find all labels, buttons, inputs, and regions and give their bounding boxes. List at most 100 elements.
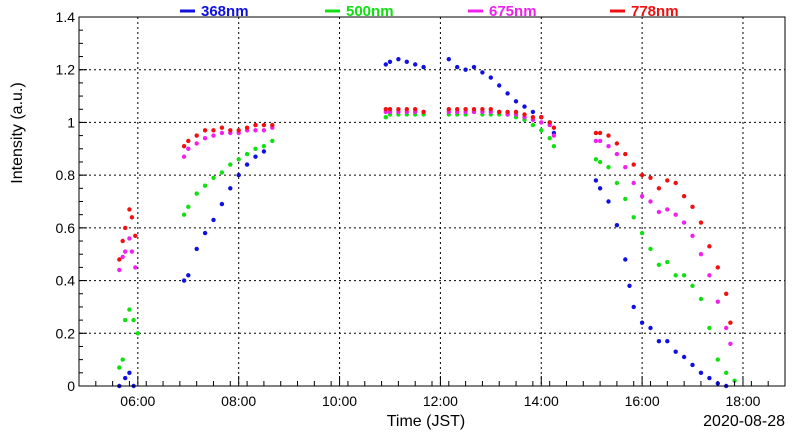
data-point [127,207,132,212]
data-point [665,339,670,344]
data-point [186,138,191,144]
data-point [631,215,636,220]
data-point [194,141,199,146]
data-point [673,212,678,217]
data-point [480,107,485,112]
data-point [623,165,628,170]
data-point [715,357,720,362]
data-point [131,317,136,323]
data-point [639,194,645,199]
data-point [123,317,128,323]
data-point [253,154,258,159]
data-point [244,162,250,167]
data-point [681,220,687,225]
data-point [471,64,477,70]
data-point [236,172,241,178]
data-point [117,257,122,262]
data-point [228,128,233,133]
data-point [673,180,678,186]
data-point [446,107,451,112]
data-point [129,249,135,254]
data-point [665,178,670,183]
data-point [413,62,418,67]
data-point [551,133,557,138]
x-tick-label: 10:00 [322,393,357,409]
data-point [513,109,519,115]
data-point [597,130,603,136]
data-point [446,57,451,62]
data-point [648,325,653,331]
data-point [681,273,687,278]
data-point [123,225,128,231]
data-point [253,122,258,128]
data-point [505,91,510,96]
x-tick-label: 12:00 [423,393,458,409]
data-points [117,57,737,389]
data-point [522,104,527,109]
data-point [181,212,187,217]
data-point [135,331,140,336]
data-point [421,64,426,70]
series-368nm [117,57,729,389]
data-point [707,244,712,249]
data-point [724,370,729,375]
data-point [181,154,187,159]
data-point [627,283,632,288]
data-point [186,273,191,278]
plot-frame [78,16,786,387]
data-point [673,273,678,278]
data-point [133,233,138,238]
data-point [593,178,599,183]
data-point [505,109,510,115]
data-point [219,125,225,130]
data-point [530,109,536,115]
legend: 368nm 500nm 675nm 778nm [180,3,679,20]
data-point [690,362,695,368]
data-point [707,325,712,331]
data-point [244,125,250,130]
data-point [639,230,645,236]
data-point [547,136,552,141]
data-point [396,57,401,62]
data-point [497,83,502,88]
data-point [261,149,267,154]
data-point [219,170,225,175]
data-point [123,375,128,381]
data-point [547,120,552,125]
data-point [383,62,388,67]
data-point [656,209,662,215]
data-point [614,151,620,157]
data-point [732,378,737,383]
data-point [127,370,132,375]
data-point [597,186,603,191]
data-point [488,107,493,112]
data-point [202,128,208,133]
data-point [383,107,388,112]
x-tick-label: 16:00 [625,393,660,409]
data-point [593,130,599,136]
data-point [387,107,393,112]
data-point [724,291,729,296]
data-point [396,107,401,112]
data-point [181,144,187,149]
data-point [715,299,720,304]
x-tick-label: 08:00 [221,393,256,409]
data-point [404,107,409,112]
data-point [593,138,599,144]
data-point [690,204,695,209]
data-point [728,320,733,325]
data-point [698,296,704,302]
data-point [530,122,536,128]
data-point [194,191,199,196]
data-point [480,70,485,75]
data-point [421,109,426,115]
data-point [253,146,258,151]
data-point [219,201,225,207]
series-778nm [117,107,733,325]
data-point [522,112,527,117]
data-point [186,146,191,151]
data-point [551,125,557,130]
data-point [117,267,122,273]
data-point [606,133,611,138]
data-point [488,75,493,80]
